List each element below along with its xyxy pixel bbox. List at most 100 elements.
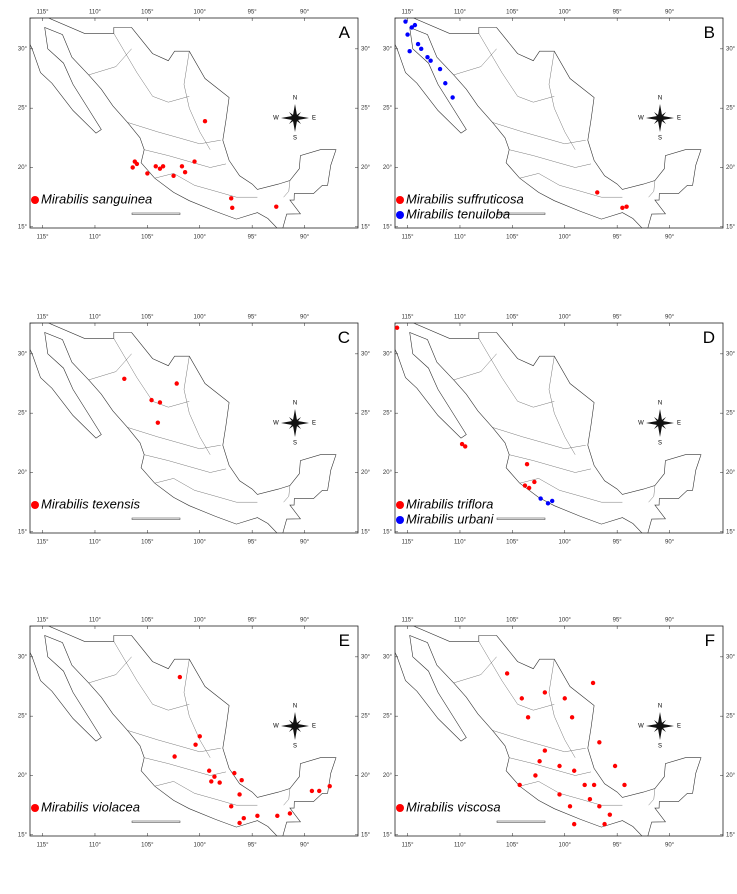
lon-tick-label: 115° xyxy=(402,315,415,321)
lat-tick-label: 30° xyxy=(383,46,393,52)
occurrence-point xyxy=(241,816,246,821)
state-border xyxy=(492,427,586,450)
lon-tick-label: 95° xyxy=(248,618,258,624)
lon-tick-label: 90° xyxy=(665,315,675,321)
legend-marker xyxy=(396,211,404,219)
state-border xyxy=(453,656,497,684)
state-border xyxy=(88,48,132,76)
occurrence-point xyxy=(130,165,135,170)
occurrence-point xyxy=(415,41,421,47)
occurrence-point xyxy=(602,821,607,827)
occurrence-point xyxy=(237,792,242,797)
state-border xyxy=(113,33,190,103)
state-border xyxy=(154,173,258,198)
state-border xyxy=(648,788,656,806)
legend-marker xyxy=(396,516,404,524)
lon-tick-label: 105° xyxy=(506,843,519,849)
occurrence-point xyxy=(522,483,528,488)
lat-tick-label: 25° xyxy=(361,106,371,112)
compass-rose xyxy=(646,712,674,740)
occurrence-point xyxy=(122,376,127,381)
occurrence-point xyxy=(172,754,177,759)
occurrence-point xyxy=(394,325,400,330)
occurrence-point xyxy=(517,782,522,788)
lon-tick-label: 110° xyxy=(454,235,467,241)
compass-e: E xyxy=(677,421,681,427)
occurrence-point xyxy=(542,748,548,753)
lat-tick-label: 25° xyxy=(383,106,393,112)
compass-e: E xyxy=(677,724,681,730)
occurrence-point xyxy=(587,797,593,802)
lon-tick-label: 110° xyxy=(89,540,102,546)
lon-tick-label: 90° xyxy=(665,235,675,241)
compass-s: S xyxy=(293,441,297,447)
occurrence-point xyxy=(557,792,562,797)
compass-w: W xyxy=(273,724,279,730)
occurrence-point xyxy=(182,170,188,175)
compass-e: E xyxy=(312,116,316,122)
lat-tick-label: 30° xyxy=(18,654,28,660)
occurrence-point xyxy=(157,400,163,405)
occurrence-point xyxy=(622,782,627,788)
state-border xyxy=(509,757,592,776)
state-border xyxy=(548,356,576,455)
occurrence-point xyxy=(562,696,567,701)
lon-tick-label: 90° xyxy=(665,10,675,16)
occurrence-point xyxy=(526,485,532,491)
scale-bar xyxy=(496,820,546,823)
lat-tick-label: 15° xyxy=(726,832,736,838)
state-border xyxy=(478,338,555,408)
state-border xyxy=(519,173,623,198)
occurrence-point xyxy=(504,671,510,676)
lat-tick-label: 30° xyxy=(18,351,28,357)
scale-bar xyxy=(496,212,546,215)
lon-tick-label: 110° xyxy=(454,315,467,321)
occurrence-point xyxy=(595,190,600,195)
map-panel: 115° 115° 110° 110° 105° 105° 100° 100° 95° 95° 90… xyxy=(383,10,736,241)
occurrence-point xyxy=(134,161,140,167)
lon-tick-label: 100° xyxy=(194,315,207,321)
compass-w: W xyxy=(273,116,279,122)
lon-tick-label: 105° xyxy=(506,540,519,546)
lon-tick-label: 95° xyxy=(248,10,258,16)
lon-tick-label: 90° xyxy=(300,235,310,241)
occurrence-point xyxy=(450,95,455,100)
compass-rose xyxy=(281,104,309,132)
lat-tick-label: 15° xyxy=(726,529,736,535)
lat-tick-label: 20° xyxy=(361,165,371,171)
occurrence-point xyxy=(407,49,412,54)
legend-label: Mirabilis texensis xyxy=(41,496,140,511)
occurrence-point xyxy=(591,782,597,788)
lat-tick-label: 30° xyxy=(18,46,28,52)
map-frame xyxy=(394,17,724,229)
state-border xyxy=(283,485,291,503)
map-frame xyxy=(29,625,359,837)
occurrence-point xyxy=(620,205,625,211)
occurrence-point xyxy=(171,173,176,178)
lon-tick-label: 95° xyxy=(613,10,623,16)
occurrence-point xyxy=(160,164,166,169)
lat-tick-label: 30° xyxy=(726,46,736,52)
compass-w: W xyxy=(273,421,279,427)
occurrence-point xyxy=(405,32,410,37)
occurrence-point xyxy=(179,164,185,169)
lat-tick-label: 30° xyxy=(361,654,371,660)
occurrence-point xyxy=(193,742,198,747)
occurrence-point xyxy=(197,734,202,739)
lat-tick-label: 20° xyxy=(383,773,393,779)
lon-tick-label: 110° xyxy=(89,618,102,624)
lat-tick-label: 15° xyxy=(361,224,371,230)
panel-letter: C xyxy=(338,328,350,347)
occurrence-point xyxy=(545,501,551,506)
legend-marker xyxy=(31,804,39,812)
compass-w: W xyxy=(638,421,644,427)
scale-bar xyxy=(496,517,546,520)
lon-tick-label: 115° xyxy=(37,843,50,849)
state-border xyxy=(648,485,656,503)
occurrence-point xyxy=(255,813,260,819)
compass-n: N xyxy=(293,401,297,407)
state-border xyxy=(519,478,623,503)
state-border xyxy=(127,122,221,145)
lon-tick-label: 115° xyxy=(37,10,50,16)
